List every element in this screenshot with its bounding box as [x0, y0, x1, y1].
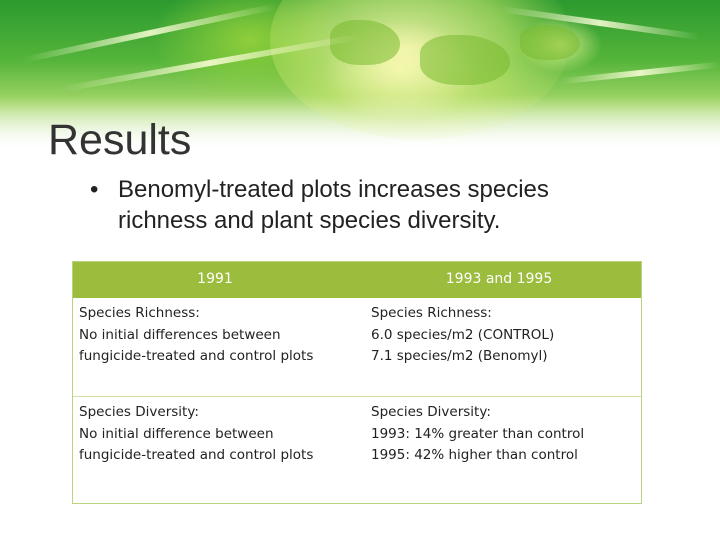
continent-shape	[420, 35, 510, 85]
column-header-1991: 1991	[197, 271, 233, 287]
cell-line: No initial difference between	[79, 425, 274, 442]
table-row-species-diversity: Species Diversity: No initial difference…	[73, 396, 641, 500]
cell-line: Species Richness:	[371, 305, 492, 321]
continent-shape	[520, 25, 580, 60]
bullet-line: richness and plant species diversity.	[118, 207, 501, 234]
column-header-1993-1995: 1993 and 1995	[445, 271, 553, 287]
cell-line: 1995: 42% higher than control	[371, 447, 578, 463]
slide-title: Results	[48, 116, 192, 164]
cell-line: 7.1 species/m2 (Benomyl)	[371, 348, 548, 364]
bullet-dot-icon: •	[90, 176, 99, 203]
cell-line: Species Diversity:	[371, 404, 491, 420]
bullet-item: • Benomyl-treated plots increases specie…	[90, 174, 650, 236]
cell-line: fungicide-treated and control plots	[79, 348, 314, 364]
table-header-row: 1991 1993 and 1995	[73, 262, 641, 298]
table-row-species-richness: Species Richness: No initial differences…	[73, 298, 641, 396]
cell-line: Species Richness:	[79, 305, 200, 321]
cell-line: 6.0 species/m2 (CONTROL)	[371, 326, 555, 343]
table-cell: Species Diversity: 1993: 14% greater tha…	[357, 402, 641, 500]
table-cell: Species Richness: No initial differences…	[73, 303, 357, 396]
bullet-text: Benomyl-treated plots increases species …	[118, 174, 549, 236]
banner-fade	[0, 95, 720, 155]
table-cell: Species Diversity: No initial difference…	[73, 402, 357, 500]
cell-line: fungicide-treated and control plots	[79, 447, 314, 463]
results-table: 1991 1993 and 1995 Species Richness: No …	[72, 261, 642, 504]
cell-line: No initial differences between	[79, 326, 281, 343]
cell-line: 1993: 14% greater than control	[371, 425, 585, 442]
table-cell: Species Richness: 6.0 species/m2 (CONTRO…	[357, 303, 641, 396]
light-streak	[560, 61, 720, 85]
bullet-line: Benomyl-treated plots increases species	[118, 176, 549, 203]
cell-line: Species Diversity:	[79, 404, 199, 420]
